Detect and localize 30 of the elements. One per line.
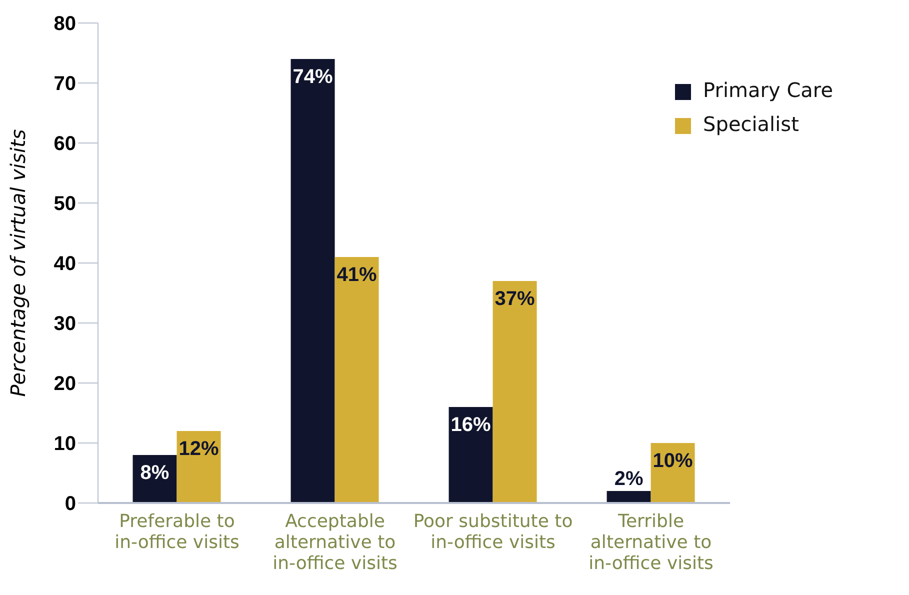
y-tick-label: 20	[54, 373, 76, 396]
x-tick-label: Terrible alternative to in-office visits	[588, 511, 714, 574]
bar	[492, 281, 537, 503]
bar	[606, 491, 651, 503]
y-tick-label: 70	[54, 73, 76, 96]
data-label: 2%	[614, 468, 644, 490]
data-label: 16%	[450, 414, 492, 436]
data-label: 12%	[178, 438, 219, 460]
data-label: 41%	[336, 264, 378, 286]
y-tick-label: 0	[64, 493, 76, 516]
data-label: 74%	[292, 66, 334, 88]
y-tick-label: 30	[54, 313, 76, 336]
y-axis-title: Percentage of virtual visits	[6, 129, 30, 397]
bar	[290, 59, 335, 503]
data-label: 8%	[140, 462, 170, 484]
y-tick-label: 60	[54, 133, 76, 156]
x-tick-label: Poor substitute to in-office visits	[413, 511, 573, 553]
x-tick-label: Acceptable alternative to in-office visits	[272, 511, 398, 574]
bar	[448, 407, 493, 503]
y-tick-label: 10	[54, 433, 76, 456]
legend-label: Primary Care	[703, 78, 833, 102]
bar	[176, 431, 221, 503]
y-tick-label: 50	[54, 193, 76, 216]
x-tick-label: Preferable to in-office visits	[114, 511, 240, 553]
data-label: 37%	[494, 288, 536, 310]
data-label: 10%	[652, 450, 694, 472]
bar	[334, 257, 379, 503]
y-tick-label: 80	[54, 13, 76, 36]
legend-label: Specialist	[703, 112, 799, 136]
y-tick-label: 40	[54, 253, 76, 276]
